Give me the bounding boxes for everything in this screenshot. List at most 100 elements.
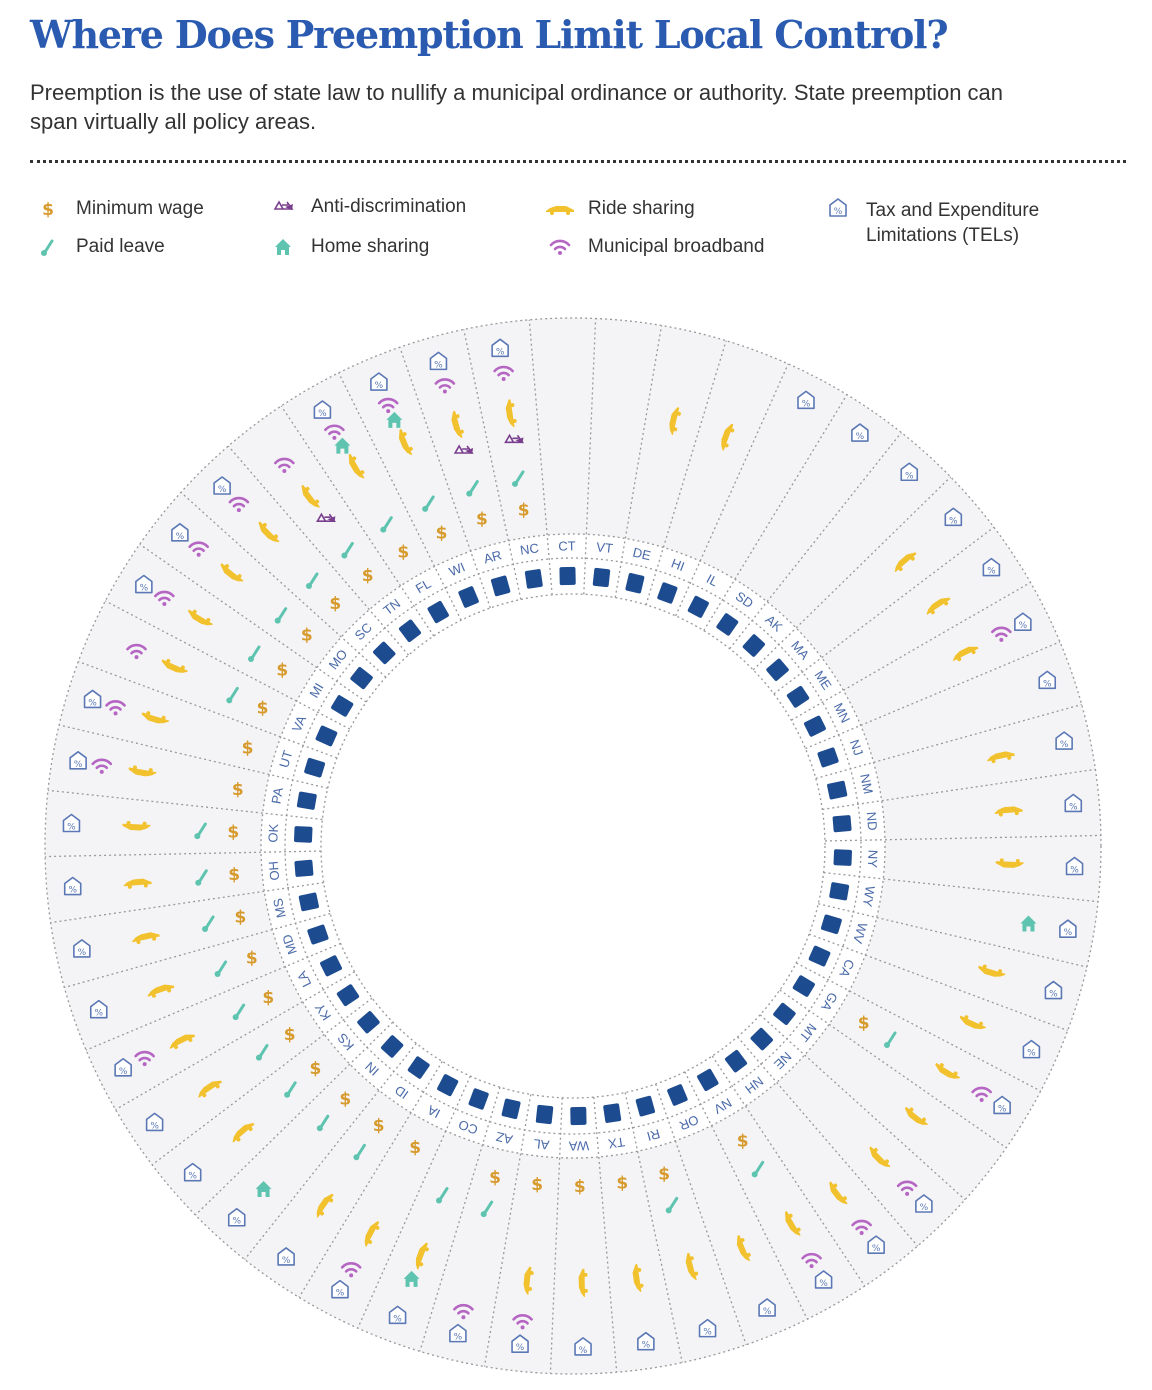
svg-text:%: %: [872, 1244, 881, 1254]
state-shape-wv: [820, 914, 842, 935]
scales-icon: [453, 444, 474, 454]
thermometer-icon: [214, 960, 228, 978]
tax-tag-icon: %: [574, 1337, 592, 1356]
wifi-icon: [340, 1262, 362, 1278]
state-label: NM: [857, 772, 876, 795]
legend-item-home: Home sharing: [263, 236, 429, 258]
car-icon: [415, 1242, 429, 1270]
thermometer-icon: [232, 1003, 246, 1021]
svg-text:%: %: [819, 1279, 828, 1289]
state-sector-fl: FL$%: [280, 400, 449, 637]
car-icon: [258, 521, 280, 543]
tax-tag-icon: %: [637, 1331, 655, 1351]
state-sector-wv: WV%: [818, 903, 1088, 1000]
state-label: WA: [568, 1138, 589, 1153]
state-shape-va: [315, 725, 338, 747]
wifi-icon: [228, 496, 250, 513]
sector-divider: [729, 432, 902, 650]
svg-text:%: %: [763, 1307, 772, 1317]
state-label: NJ: [847, 738, 866, 758]
svg-text:$: $: [228, 865, 240, 885]
state-sector-nm: NM%: [815, 703, 1082, 800]
svg-text:$: $: [242, 738, 254, 758]
state-shape-sd: [716, 613, 739, 636]
state-sector-ok: OK $%: [45, 813, 322, 858]
dollar-icon: $: [28, 198, 68, 220]
thermometer-icon: [436, 1187, 449, 1204]
sector-divider: [298, 1061, 443, 1298]
tax-tag-icon: %: [1059, 919, 1077, 938]
legend-item-anti: Anti-discrimination: [263, 196, 466, 218]
svg-text:$: $: [489, 1168, 501, 1188]
state-shape-mo: [350, 667, 373, 690]
dollar-icon: $: [284, 1025, 296, 1045]
wifi-icon: [377, 397, 399, 414]
wifi-icon: [134, 1050, 155, 1067]
svg-text:$: $: [436, 523, 448, 543]
state-shape-ar: [490, 575, 511, 597]
state-label: MS: [270, 897, 289, 920]
state-sector-mt: MT: [773, 989, 1007, 1149]
car-icon: [869, 1146, 891, 1168]
svg-text:$: $: [737, 1132, 749, 1152]
house-icon: [1020, 915, 1037, 932]
svg-text:%: %: [454, 1333, 463, 1343]
sector-divider: [64, 912, 331, 989]
legend-label: Anti-discrimination: [311, 196, 467, 217]
state-shape-ak: [742, 634, 765, 657]
state-shape-nc: [524, 569, 543, 589]
sector-divider: [675, 363, 789, 617]
state-shape-ok: [293, 826, 313, 843]
car-icon: [669, 407, 681, 435]
tax-tag-icon: %: [1044, 980, 1063, 1000]
state-shape-oh: [294, 859, 314, 877]
tax-tag-icon: %: [758, 1298, 776, 1317]
legend-item-ride: Ride sharing: [540, 198, 695, 220]
dollar-icon: $: [397, 542, 409, 562]
svg-text:$: $: [309, 1059, 321, 1079]
sector-divider: [399, 346, 491, 609]
sector-divider: [711, 1055, 866, 1287]
wifi-icon: [896, 1180, 918, 1196]
sector-divider: [791, 581, 1031, 721]
car-icon: [829, 1181, 848, 1205]
svg-text:$: $: [373, 1116, 385, 1136]
state-shape-az: [501, 1098, 521, 1119]
state-shape-co: [468, 1088, 489, 1110]
car-icon: [198, 1080, 223, 1098]
svg-text:$: $: [227, 822, 239, 842]
thermometer-icon: [305, 572, 319, 589]
tax-tag-icon: %: [213, 476, 231, 495]
state-label: VT: [596, 539, 614, 556]
svg-text:%: %: [375, 381, 384, 391]
state-shape-ne: [750, 1027, 773, 1051]
car-icon: [736, 1234, 751, 1262]
sector-background: [44, 317, 1102, 1375]
legend-item-tel: % Tax and Expenditure Limitations (TELs): [818, 198, 1039, 248]
tax-tag-icon: %: [1065, 856, 1084, 875]
car-icon: [141, 711, 170, 724]
sector-divider: [684, 1071, 808, 1320]
legend-label: Minimum wage: [76, 198, 204, 219]
legend-label: Home sharing: [311, 236, 430, 257]
svg-text:$: $: [329, 594, 341, 614]
state-shape-mi: [331, 695, 354, 717]
tax-tag-icon: %: [69, 751, 87, 770]
thermometer-icon: [751, 1160, 765, 1178]
radial-chart: CT VT DEHIIL%SD%AK%MA%ME%MN%NJ%NM%ND%NY%WY…: [44, 317, 1102, 1375]
svg-text:%: %: [1019, 621, 1028, 631]
state-sector-mn: MN%: [791, 581, 1032, 737]
sector-divider: [815, 703, 1082, 780]
car-icon: [546, 206, 574, 215]
sector-divider: [795, 962, 1041, 1092]
wifi-icon: [512, 1313, 533, 1330]
state-sector-de: DE: [614, 325, 681, 598]
tax-tag-icon: %: [982, 557, 1001, 577]
house-icon: [403, 1270, 420, 1287]
sector-divider: [655, 1083, 747, 1346]
dollar-icon: $: [276, 661, 288, 681]
thermometer-icon: [665, 1196, 679, 1214]
state-shape-la: [320, 955, 342, 977]
wifi-icon: [274, 457, 295, 473]
state-label: FL: [413, 576, 434, 597]
